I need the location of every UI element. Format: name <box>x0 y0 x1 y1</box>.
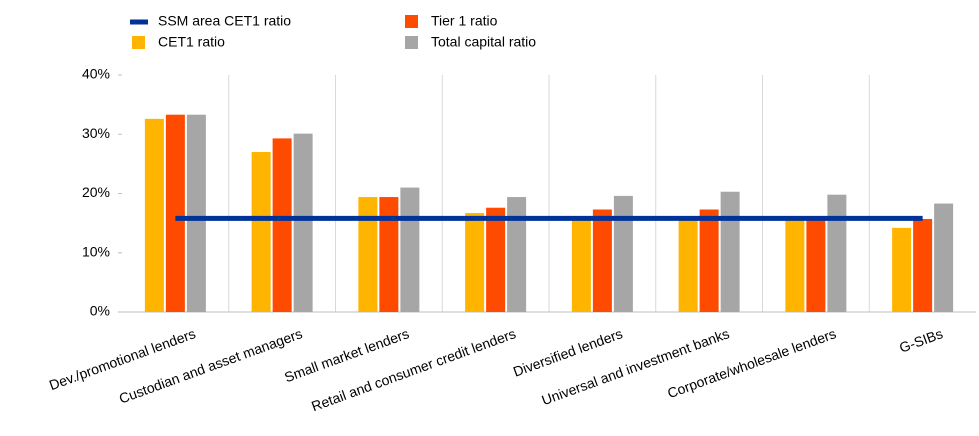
bar <box>465 213 485 312</box>
bar <box>379 197 399 312</box>
legend-label: SSM area CET1 ratio <box>158 13 291 29</box>
y-tick-label: 20% <box>82 184 110 200</box>
bar <box>892 227 912 312</box>
legend-swatch <box>405 36 418 49</box>
y-tick-label: 0% <box>90 303 110 319</box>
bar <box>144 118 164 312</box>
bar <box>507 197 527 312</box>
x-tick-label: G-SIBs <box>897 325 945 355</box>
x-tick-label: Custodian and asset managers <box>117 325 305 406</box>
bar <box>827 194 847 312</box>
bar <box>165 114 185 312</box>
x-tick-label: Retail and consumer credit lenders <box>309 325 518 414</box>
bar <box>251 152 271 312</box>
bar <box>699 209 719 312</box>
legend-label: Tier 1 ratio <box>431 13 498 29</box>
legend-label: CET1 ratio <box>158 34 225 50</box>
bar <box>785 219 805 312</box>
bar <box>806 218 826 312</box>
x-tick-label: Corporate/wholesale lenders <box>665 325 838 401</box>
bar <box>720 191 740 312</box>
bar <box>613 195 633 312</box>
x-tick-label: Universal and investment banks <box>539 325 731 408</box>
y-tick-label: 10% <box>82 243 110 259</box>
y-tick-label: 40% <box>82 66 110 82</box>
legend-label: Total capital ratio <box>431 34 536 50</box>
bar <box>592 209 612 312</box>
legend-swatch <box>132 36 145 49</box>
bar <box>934 203 954 312</box>
bar <box>358 197 378 312</box>
bar <box>400 187 420 312</box>
bar <box>293 133 313 312</box>
bar <box>186 114 206 312</box>
legend-swatch <box>405 15 418 28</box>
bar <box>272 138 292 312</box>
bar <box>486 207 506 312</box>
bar <box>913 218 933 312</box>
bar <box>678 219 698 312</box>
y-tick-label: 30% <box>82 125 110 141</box>
bar <box>571 219 591 312</box>
